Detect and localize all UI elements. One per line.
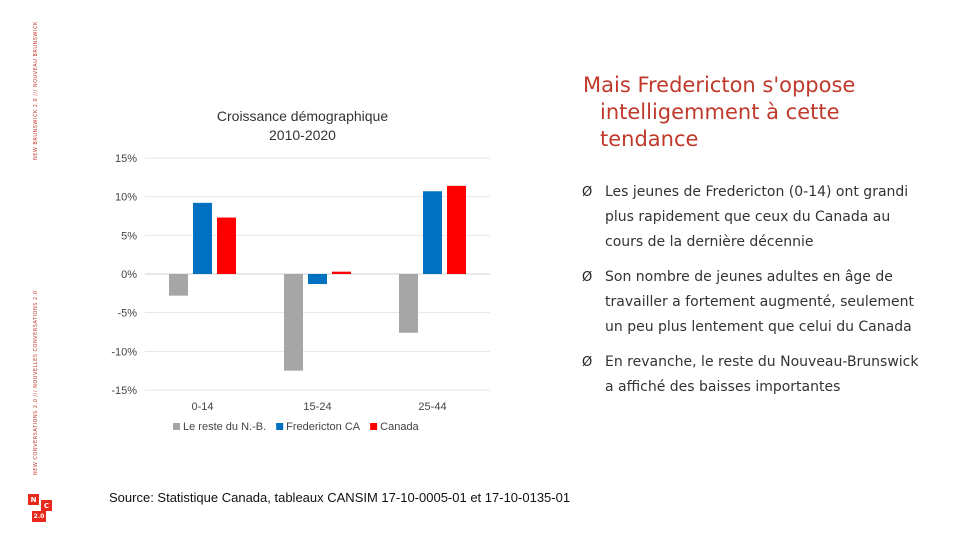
bar (217, 217, 236, 274)
arrow-bullet-icon: Ø (582, 355, 593, 370)
logo-letter-n: N (28, 494, 39, 505)
y-tick-label: 0% (121, 269, 137, 281)
side-brand-text-bottom: NEW CONVERSATIONS 2.0 /// NOUVELLES CONV… (33, 290, 39, 475)
chart-title-line1: Croissance démographique (216, 108, 389, 124)
source-note: Source: Statistique Canada, tableaux CAN… (109, 490, 571, 505)
arrow-bullet-icon: Ø (582, 185, 593, 200)
legend-label: Le reste du N.-B. (183, 421, 266, 433)
legend-swatch (276, 423, 284, 430)
bar (423, 191, 442, 274)
chart-title: Croissance démographique 2010-2020 (180, 107, 425, 145)
bullet-list: Ø Les jeunes de Fredericton (0-14) ont g… (582, 180, 927, 410)
y-tick-label: 10% (115, 192, 137, 204)
bar (284, 274, 303, 371)
y-tick-label: 15% (115, 153, 137, 165)
bullet-item: Ø Son nombre de jeunes adultes en âge de… (582, 265, 927, 340)
legend-swatch (370, 423, 378, 430)
arrow-bullet-icon: Ø (582, 270, 593, 285)
bar (447, 185, 466, 274)
slide-heading: Mais Fredericton s'oppose intelligemment… (583, 72, 923, 153)
nc-logo: N C 2.0 (28, 494, 54, 524)
bullet-text: Son nombre de jeunes adultes en âge de t… (605, 269, 914, 335)
x-tick-label: 0-14 (191, 401, 213, 413)
heading-line2: intelligemment à cette (600, 100, 840, 125)
x-tick-label: 25-44 (418, 401, 446, 413)
bar (308, 274, 327, 285)
logo-letter-version: 2.0 (32, 511, 46, 522)
bar (332, 271, 351, 274)
x-tick-label: 15-24 (303, 401, 331, 413)
bullet-item: Ø Les jeunes de Fredericton (0-14) ont g… (582, 180, 927, 255)
legend-swatch (173, 423, 180, 430)
bar (169, 274, 188, 296)
y-tick-label: -10% (111, 346, 137, 358)
bar (399, 274, 418, 333)
y-tick-label: -15% (111, 385, 137, 397)
y-tick-label: 5% (121, 230, 137, 242)
bullet-text: En revanche, le reste du Nouveau-Brunswi… (605, 354, 919, 395)
bullet-item: Ø En revanche, le reste du Nouveau-Bruns… (582, 350, 927, 400)
logo-letter-c: C (41, 500, 52, 511)
heading-line1: Mais Fredericton s'oppose (583, 73, 856, 98)
chart-title-line2: 2010-2020 (269, 127, 336, 143)
legend-label: Canada (380, 421, 419, 433)
bullet-text: Les jeunes de Fredericton (0-14) ont gra… (605, 184, 909, 250)
bar (193, 202, 212, 274)
side-brand-text-top: NEW BRUNSWICK 2.0 /// NOUVEAU BRUNSWICK (33, 21, 39, 160)
heading-line3: tendance (600, 127, 699, 152)
y-tick-label: -5% (117, 308, 137, 320)
population-growth-chart: 15% 10% 5% 0% -5% -10% -15% 0-14 15-24 25-44 Le re… (111, 153, 490, 433)
legend-label: Fredericton CA (286, 421, 361, 433)
